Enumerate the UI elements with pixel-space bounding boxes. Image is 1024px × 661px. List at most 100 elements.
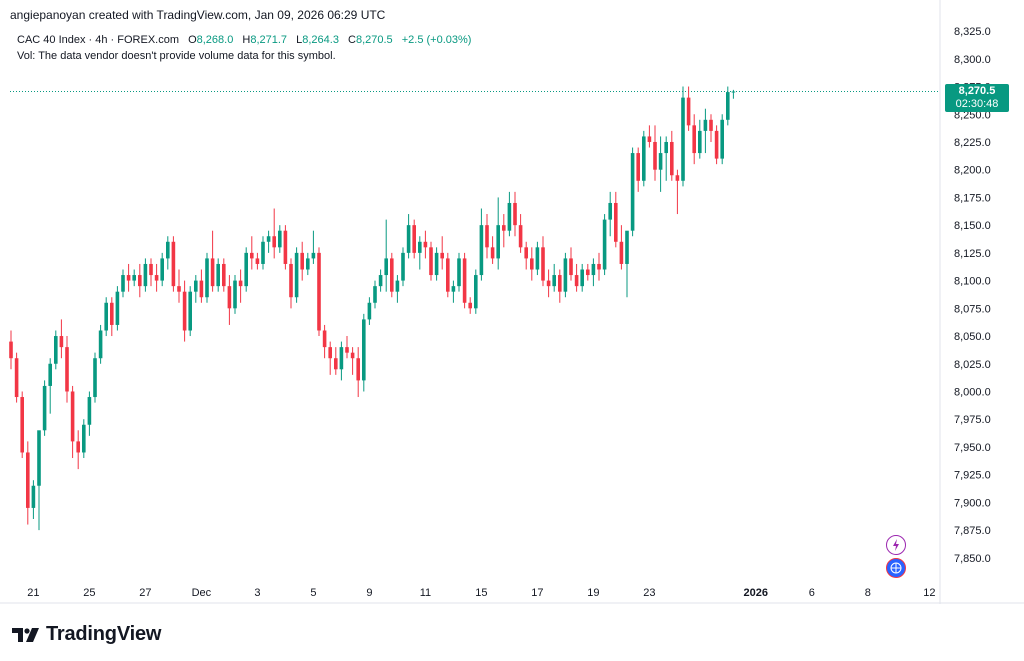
candle-body [496, 225, 500, 259]
price-tick-label: 7,925.0 [954, 470, 991, 482]
candle [373, 280, 377, 309]
candle [468, 297, 472, 314]
candle-body [42, 385, 47, 431]
candle-body [126, 275, 131, 281]
candle [681, 86, 685, 187]
candle-body [177, 286, 181, 292]
candle [423, 230, 428, 259]
candle [474, 269, 478, 314]
flash-icon[interactable] [886, 535, 906, 555]
time-tick-label: 17 [531, 587, 543, 599]
candle [48, 358, 52, 414]
candle [31, 480, 36, 520]
price-tick-label: 8,000.0 [954, 386, 991, 398]
candle-body [591, 263, 596, 276]
candle [177, 269, 181, 303]
time-tick-label: 15 [475, 587, 487, 599]
candle [238, 269, 243, 303]
candle [171, 236, 176, 292]
candle [479, 208, 484, 281]
candle-body [451, 286, 456, 292]
candle [115, 286, 120, 331]
candle [709, 114, 713, 142]
candle [70, 385, 75, 459]
price-tick-label: 8,200.0 [954, 165, 991, 177]
candle [390, 252, 394, 298]
candle [418, 236, 422, 270]
candle-body [479, 225, 484, 276]
candle-body [518, 225, 523, 248]
candle [457, 252, 461, 292]
candle-body [675, 175, 680, 181]
candle [216, 258, 220, 292]
candle [524, 241, 528, 270]
candle-body [334, 358, 338, 370]
candle [154, 263, 159, 292]
candle [278, 225, 282, 253]
candle [311, 230, 316, 264]
candle-body [406, 225, 411, 253]
candle-body [686, 97, 691, 126]
price-tick-label: 8,025.0 [954, 359, 991, 371]
tradingview-brand[interactable]: TradingView [12, 623, 161, 646]
candle-body [82, 424, 86, 453]
candle-body [244, 252, 248, 287]
candle-body [20, 397, 24, 453]
candle [350, 347, 355, 375]
candle-body [709, 119, 713, 131]
candle [518, 214, 523, 253]
candle [121, 269, 125, 298]
candle [653, 125, 657, 181]
candle-body [630, 153, 635, 231]
candle-body [614, 202, 618, 242]
symbol-legend[interactable]: CAC 40 Index · 4h · FOREX.com O8,268.0 H… [17, 34, 477, 46]
candle [255, 252, 260, 270]
candle-body [65, 347, 69, 392]
candle [625, 230, 629, 298]
price-tick-label: 7,950.0 [954, 442, 991, 454]
candle-body [502, 225, 506, 231]
candle [266, 230, 271, 253]
price-axis: 7,850.0 7,875.0 7,900.0 7,925.0 7,950.0 7,975… [954, 26, 991, 565]
candle [261, 236, 265, 270]
candle [199, 269, 204, 303]
candle-body [647, 136, 652, 142]
candle-body [367, 302, 372, 320]
candle-body [726, 92, 730, 120]
candle-body [160, 258, 164, 281]
candle [658, 136, 663, 192]
candle [580, 263, 584, 292]
candle [378, 269, 383, 292]
grid-lines [0, 0, 1024, 604]
candle [462, 252, 467, 309]
candle [563, 252, 568, 298]
candle-body [345, 347, 349, 353]
candle-body [535, 247, 540, 270]
candle-body [468, 302, 472, 309]
candle [283, 225, 288, 270]
candle-body [272, 236, 276, 248]
candle-body [132, 275, 136, 281]
globe-icon[interactable] [886, 558, 906, 578]
candle [9, 330, 13, 370]
open-value: 8,268.0 [196, 34, 234, 46]
candle-body [530, 258, 534, 270]
candle [636, 147, 640, 192]
candle [692, 114, 696, 165]
candle [93, 352, 97, 403]
time-tick-label: 11 [420, 587, 431, 599]
last-price-tag: 8,270.5 02:30:48 [945, 83, 1009, 112]
price-tick-label: 8,300.0 [954, 54, 991, 66]
candle-body [681, 97, 685, 181]
candle [345, 336, 349, 359]
bar-countdown: 02:30:48 [955, 97, 999, 110]
candle [490, 236, 495, 264]
candle [227, 275, 232, 325]
time-axis: 21 25 27 Dec 3 5 9 11 15 17 19 23 2026 6 8 12 [27, 587, 935, 599]
candle [731, 89, 736, 99]
candle-body [720, 119, 724, 159]
candle-body [115, 291, 120, 325]
candle-body [294, 252, 299, 298]
candle-body [87, 397, 92, 425]
